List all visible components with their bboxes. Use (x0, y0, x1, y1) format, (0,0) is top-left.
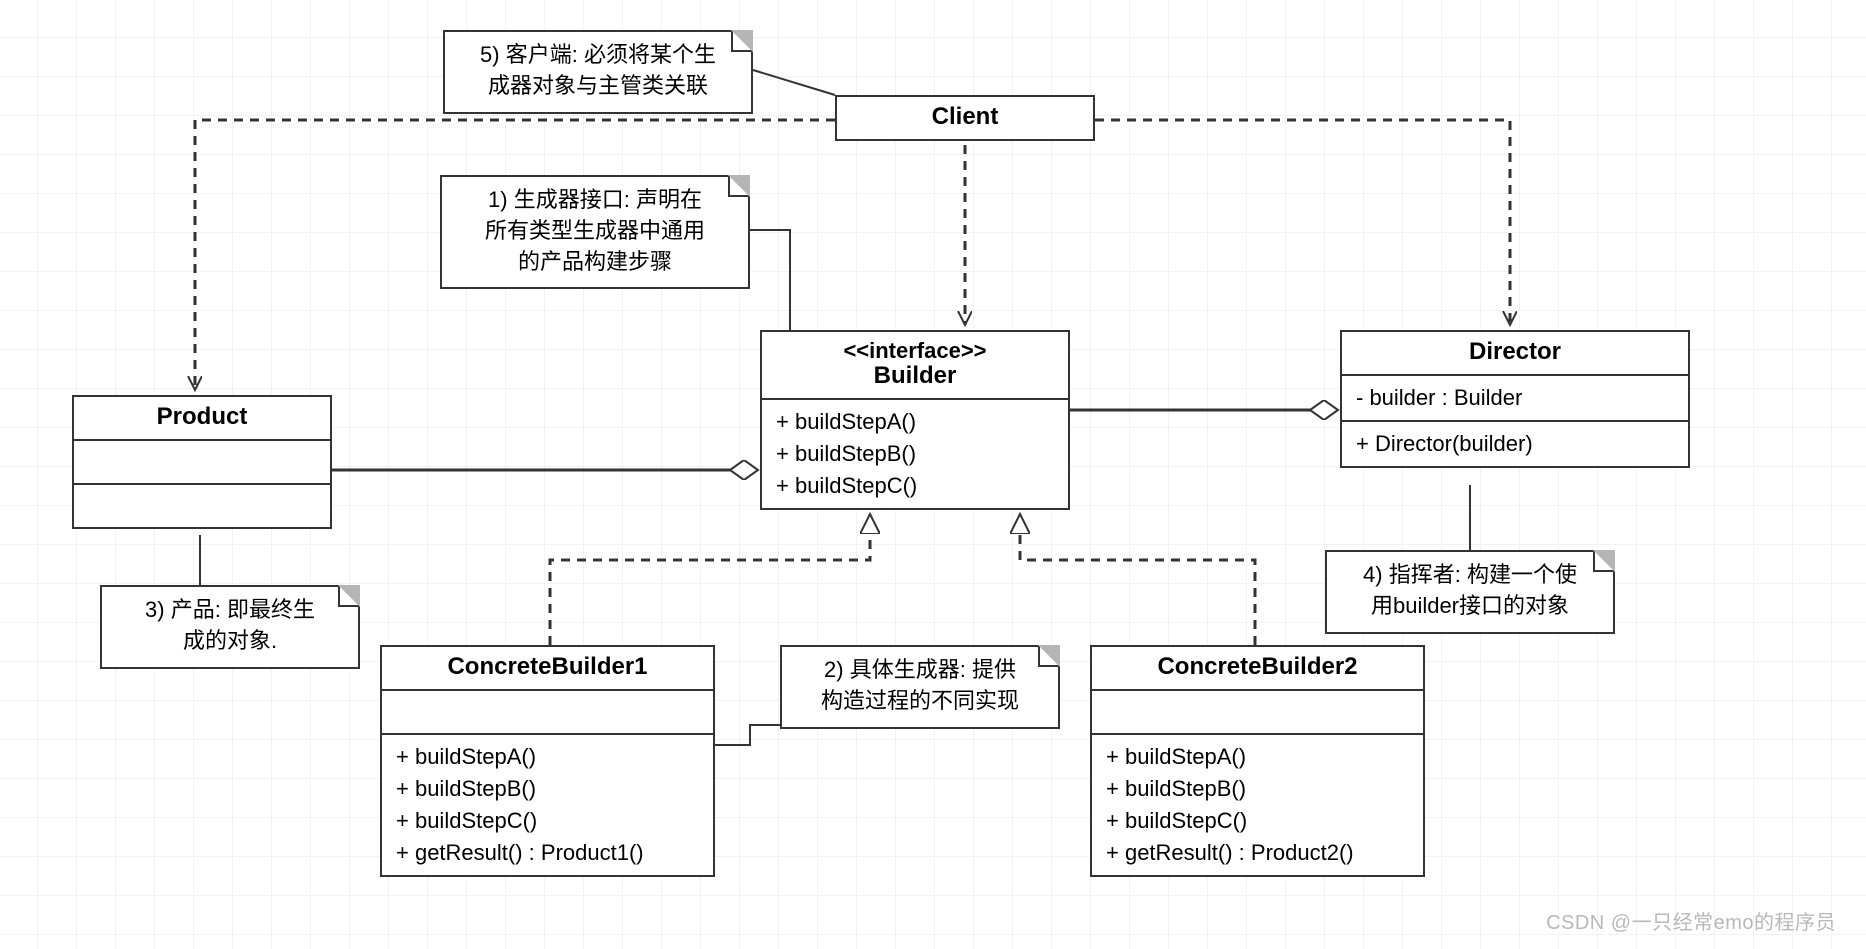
method-line: + buildStepA() (776, 406, 1054, 438)
note-line: 2) 具体生成器: 提供 (798, 655, 1042, 686)
method-line: + buildStepC() (776, 470, 1054, 502)
class-director-attrs: - builder : Builder (1342, 376, 1688, 422)
diagram-canvas: Client Product <<interface>> Builder + b… (0, 0, 1866, 949)
class-client-title: Client (837, 97, 1093, 139)
note-2: 2) 具体生成器: 提供 构造过程的不同实现 (780, 645, 1060, 729)
attr-line: - builder : Builder (1356, 382, 1674, 414)
class-cb1-methods: + buildStepA() + buildStepB() + buildSte… (382, 735, 713, 875)
class-builder-stereotype: <<interface>> (772, 338, 1058, 364)
method-line: + buildStepB() (396, 773, 699, 805)
class-director-title: Director (1342, 332, 1688, 376)
class-client: Client (835, 95, 1095, 141)
method-line: + buildStepA() (396, 741, 699, 773)
note-line: 的产品构建步骤 (458, 247, 732, 278)
method-line: + buildStepA() (1106, 741, 1409, 773)
class-product: Product (72, 395, 332, 529)
class-concretebuilder1: ConcreteBuilder1 + buildStepA() + buildS… (380, 645, 715, 877)
watermark: CSDN @一只经常emo的程序员 (1546, 906, 1836, 935)
note-5: 5) 客户端: 必须将某个生 成器对象与主管类关联 (443, 30, 753, 114)
note-3: 3) 产品: 即最终生 成的对象. (100, 585, 360, 669)
note-line: 3) 产品: 即最终生 (118, 595, 342, 626)
method-line: + getResult() : Product1() (396, 837, 699, 869)
edge-cb1-builder (550, 514, 870, 645)
note-line: 构造过程的不同实现 (798, 686, 1042, 717)
class-builder-title: <<interface>> Builder (762, 332, 1068, 400)
class-cb2-methods: + buildStepA() + buildStepB() + buildSte… (1092, 735, 1423, 875)
note-line: 成器对象与主管类关联 (461, 71, 735, 102)
method-line: + buildStepB() (776, 438, 1054, 470)
class-cb1-title: ConcreteBuilder1 (382, 647, 713, 691)
edge-note1-builder (750, 230, 790, 330)
note-1: 1) 生成器接口: 声明在 所有类型生成器中通用 的产品构建步骤 (440, 175, 750, 289)
note-line: 所有类型生成器中通用 (458, 216, 732, 247)
class-builder-methods: + buildStepA() + buildStepB() + buildSte… (762, 400, 1068, 508)
class-product-methods (74, 485, 330, 527)
note-line: 用builder接口的对象 (1343, 591, 1597, 622)
note-line: 4) 指挥者: 构建一个使 (1343, 560, 1597, 591)
edge-client-director (1095, 120, 1510, 325)
class-builder-name: Builder (874, 362, 957, 389)
class-concretebuilder2: ConcreteBuilder2 + buildStepA() + buildS… (1090, 645, 1425, 877)
edge-note5-client (753, 70, 835, 95)
class-director: Director - builder : Builder + Director(… (1340, 330, 1690, 468)
note-line: 1) 生成器接口: 声明在 (458, 185, 732, 216)
class-product-title: Product (74, 397, 330, 441)
class-cb1-attrs (382, 691, 713, 735)
class-product-attrs (74, 441, 330, 485)
class-cb2-title: ConcreteBuilder2 (1092, 647, 1423, 691)
method-line: + Director(builder) (1356, 428, 1674, 460)
method-line: + buildStepC() (1106, 805, 1409, 837)
class-director-methods: + Director(builder) (1342, 422, 1688, 466)
note-4: 4) 指挥者: 构建一个使 用builder接口的对象 (1325, 550, 1615, 634)
method-line: + getResult() : Product2() (1106, 837, 1409, 869)
method-line: + buildStepB() (1106, 773, 1409, 805)
edge-note2-cb1 (715, 725, 780, 745)
note-line: 5) 客户端: 必须将某个生 (461, 40, 735, 71)
edge-cb2-builder-leg (1020, 560, 1255, 645)
method-line: + buildStepC() (396, 805, 699, 837)
note-line: 成的对象. (118, 626, 342, 657)
class-builder: <<interface>> Builder + buildStepA() + b… (760, 330, 1070, 510)
class-cb2-attrs (1092, 691, 1423, 735)
